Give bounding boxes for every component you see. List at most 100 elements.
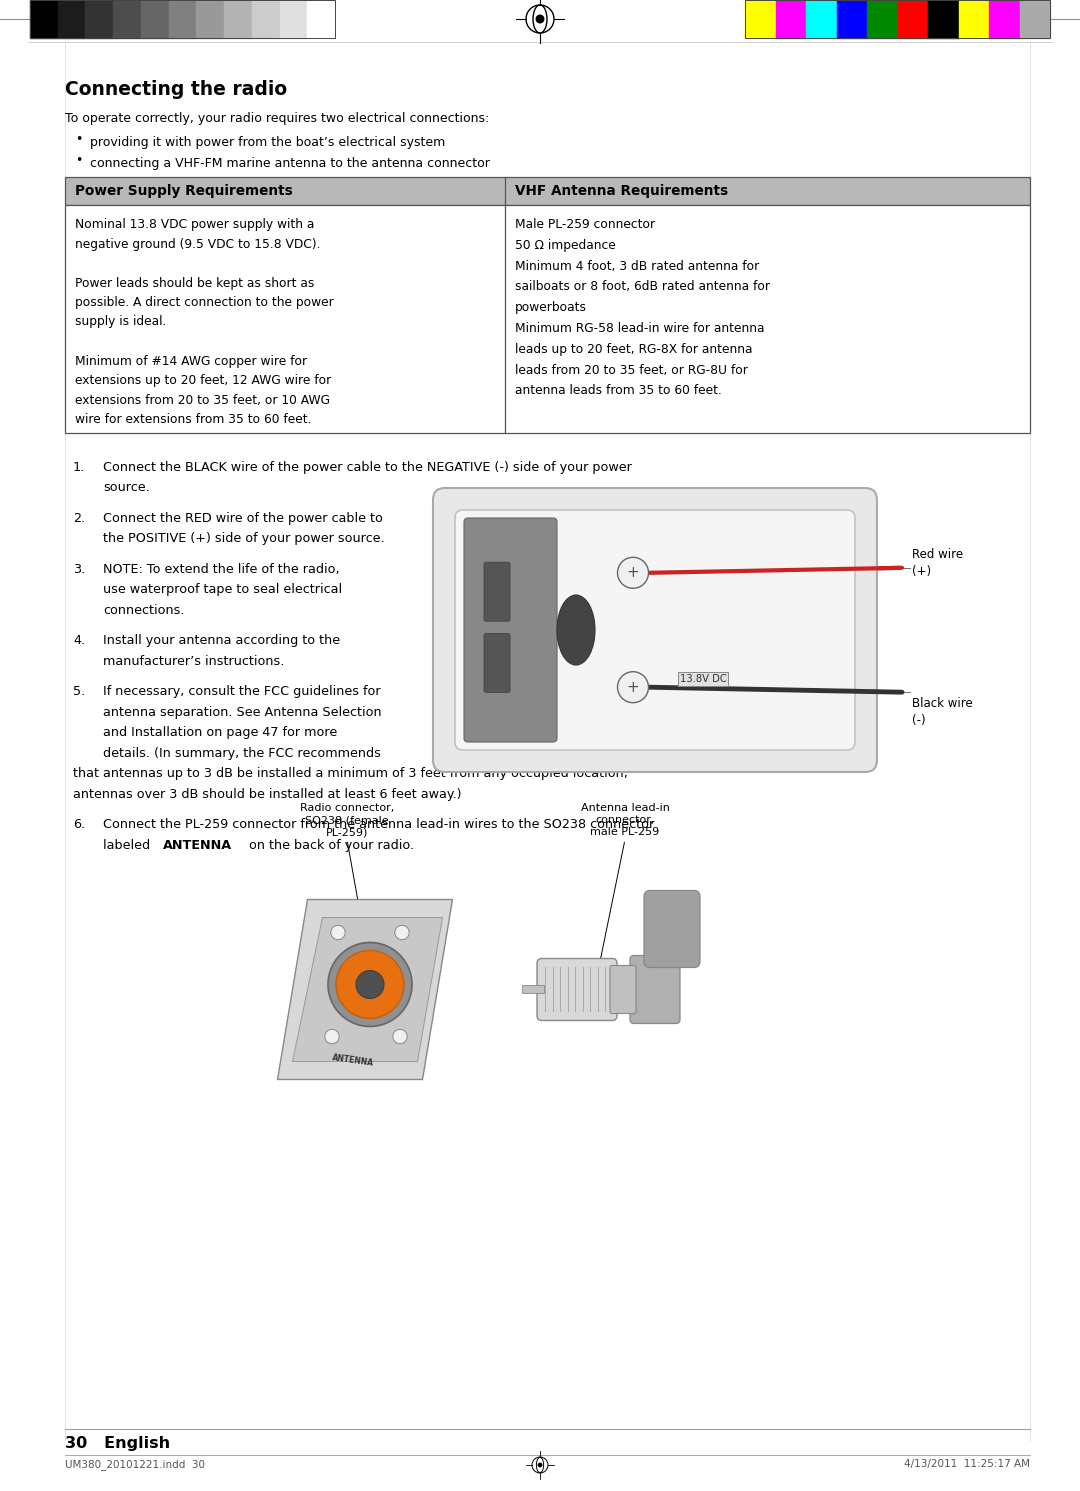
Text: ANTENNA: ANTENNA xyxy=(163,839,232,851)
Bar xyxy=(168,0,197,37)
Bar xyxy=(140,0,168,37)
FancyBboxPatch shape xyxy=(610,966,636,1014)
Bar xyxy=(224,0,252,37)
FancyBboxPatch shape xyxy=(484,634,510,692)
Bar xyxy=(837,0,867,37)
Text: supply is ideal.: supply is ideal. xyxy=(75,316,166,328)
Text: that antennas up to 3 dB be installed a minimum of 3 feet from any occupied loca: that antennas up to 3 dB be installed a … xyxy=(73,768,629,780)
Text: Connecting the radio: Connecting the radio xyxy=(65,81,287,98)
Text: UM380_20101221.indd  30: UM380_20101221.indd 30 xyxy=(65,1460,205,1470)
Text: Power leads should be kept as short as: Power leads should be kept as short as xyxy=(75,276,314,289)
Text: leads up to 20 feet, RG-8X for antenna: leads up to 20 feet, RG-8X for antenna xyxy=(515,343,753,356)
Bar xyxy=(57,0,85,37)
Text: providing it with power from the boat’s electrical system: providing it with power from the boat’s … xyxy=(90,136,445,149)
Text: Male PL-259 connector: Male PL-259 connector xyxy=(515,218,656,231)
Text: possible. A direct connection to the power: possible. A direct connection to the pow… xyxy=(75,297,334,309)
Text: VHF Antenna Requirements: VHF Antenna Requirements xyxy=(515,183,728,198)
Text: leads from 20 to 35 feet, or RG-8U for: leads from 20 to 35 feet, or RG-8U for xyxy=(515,364,748,377)
Text: 30   English: 30 English xyxy=(65,1436,171,1451)
Text: Connect the RED wire of the power cable to: Connect the RED wire of the power cable … xyxy=(103,511,383,525)
Text: source.: source. xyxy=(103,482,150,495)
Text: negative ground (9.5 VDC to 15.8 VDC).: negative ground (9.5 VDC to 15.8 VDC). xyxy=(75,237,321,250)
Text: Black wire
(-): Black wire (-) xyxy=(912,698,973,728)
Text: wire for extensions from 35 to 60 feet.: wire for extensions from 35 to 60 feet. xyxy=(75,413,311,426)
Text: +: + xyxy=(626,680,639,695)
Text: 4.: 4. xyxy=(73,635,85,647)
Text: and Installation on page 47 for more: and Installation on page 47 for more xyxy=(103,726,337,740)
Bar xyxy=(1020,0,1050,37)
Text: Minimum 4 foot, 3 dB rated antenna for: Minimum 4 foot, 3 dB rated antenna for xyxy=(515,259,759,273)
Text: Connect the PL-259 connector from the antenna lead-in wires to the SO238 connect: Connect the PL-259 connector from the an… xyxy=(103,819,654,832)
Circle shape xyxy=(325,1029,339,1044)
Bar xyxy=(85,0,113,37)
Text: 2.: 2. xyxy=(73,511,85,525)
Text: Radio connector,
SO238 (female
PL-259): Radio connector, SO238 (female PL-259) xyxy=(300,802,394,838)
Text: connections.: connections. xyxy=(103,604,185,617)
Text: ANTENNA: ANTENNA xyxy=(332,1053,375,1068)
Circle shape xyxy=(538,1463,542,1467)
Bar xyxy=(113,0,140,37)
Text: on the back of your radio.: on the back of your radio. xyxy=(245,839,414,851)
FancyBboxPatch shape xyxy=(455,510,855,750)
Text: Connect the BLACK wire of the power cable to the NEGATIVE (-) side of your power: Connect the BLACK wire of the power cabl… xyxy=(103,461,632,474)
Bar xyxy=(745,0,775,37)
Circle shape xyxy=(618,558,648,589)
Text: connecting a VHF-FM marine antenna to the antenna connector: connecting a VHF-FM marine antenna to th… xyxy=(90,157,490,170)
Text: use waterproof tape to seal electrical: use waterproof tape to seal electrical xyxy=(103,583,342,596)
Bar xyxy=(745,0,1050,37)
Text: antennas over 3 dB should be installed at least 6 feet away.): antennas over 3 dB should be installed a… xyxy=(73,789,461,801)
Circle shape xyxy=(395,926,409,939)
FancyBboxPatch shape xyxy=(484,562,510,622)
Text: Power Supply Requirements: Power Supply Requirements xyxy=(75,183,293,198)
Text: Nominal 13.8 VDC power supply with a: Nominal 13.8 VDC power supply with a xyxy=(75,218,314,231)
FancyBboxPatch shape xyxy=(537,959,617,1020)
Text: Minimum of #14 AWG copper wire for: Minimum of #14 AWG copper wire for xyxy=(75,355,307,367)
Circle shape xyxy=(618,672,648,702)
Bar xyxy=(989,0,1020,37)
Bar xyxy=(308,0,335,37)
Text: •: • xyxy=(75,154,82,167)
FancyBboxPatch shape xyxy=(433,488,877,772)
Text: 1.: 1. xyxy=(73,461,85,474)
Text: Antenna lead-in
connector,
male PL-259: Antenna lead-in connector, male PL-259 xyxy=(581,802,670,838)
Text: 5.: 5. xyxy=(73,686,85,698)
Text: details. (In summary, the FCC recommends: details. (In summary, the FCC recommends xyxy=(103,747,381,760)
Bar xyxy=(65,204,1030,432)
Text: antenna separation. See Antenna Selection: antenna separation. See Antenna Selectio… xyxy=(103,707,381,719)
Bar xyxy=(65,177,1030,204)
Circle shape xyxy=(328,942,411,1026)
Bar xyxy=(867,0,897,37)
FancyBboxPatch shape xyxy=(644,890,700,968)
Text: NOTE: To extend the life of the radio,: NOTE: To extend the life of the radio, xyxy=(103,564,339,576)
Bar xyxy=(197,0,224,37)
Bar xyxy=(522,986,544,993)
Text: 6.: 6. xyxy=(73,819,85,832)
Text: extensions from 20 to 35 feet, or 10 AWG: extensions from 20 to 35 feet, or 10 AWG xyxy=(75,394,330,407)
Text: the POSITIVE (+) side of your power source.: the POSITIVE (+) side of your power sour… xyxy=(103,532,384,546)
Text: powerboats: powerboats xyxy=(515,301,588,315)
Bar xyxy=(280,0,308,37)
Text: •: • xyxy=(75,133,82,146)
Text: Install your antenna according to the: Install your antenna according to the xyxy=(103,635,340,647)
Text: antenna leads from 35 to 60 feet.: antenna leads from 35 to 60 feet. xyxy=(515,385,721,398)
Text: Red wire
(+): Red wire (+) xyxy=(912,547,963,579)
Text: 13.8V DC: 13.8V DC xyxy=(679,674,727,684)
Bar xyxy=(959,0,989,37)
Circle shape xyxy=(356,971,384,999)
Text: If necessary, consult the FCC guidelines for: If necessary, consult the FCC guidelines… xyxy=(103,686,380,698)
Text: 3.: 3. xyxy=(73,564,85,576)
FancyBboxPatch shape xyxy=(464,517,557,743)
Circle shape xyxy=(536,15,544,24)
Text: Minimum RG-58 lead-in wire for antenna: Minimum RG-58 lead-in wire for antenna xyxy=(515,322,765,335)
Text: labeled: labeled xyxy=(103,839,154,851)
Text: extensions up to 20 feet, 12 AWG wire for: extensions up to 20 feet, 12 AWG wire fo… xyxy=(75,374,332,388)
Bar xyxy=(897,0,928,37)
Circle shape xyxy=(393,1029,407,1044)
Ellipse shape xyxy=(557,595,595,665)
Bar xyxy=(30,0,57,37)
Bar xyxy=(806,0,837,37)
Text: +: + xyxy=(626,565,639,580)
Circle shape xyxy=(330,926,346,939)
Bar xyxy=(252,0,280,37)
Bar xyxy=(30,0,335,37)
